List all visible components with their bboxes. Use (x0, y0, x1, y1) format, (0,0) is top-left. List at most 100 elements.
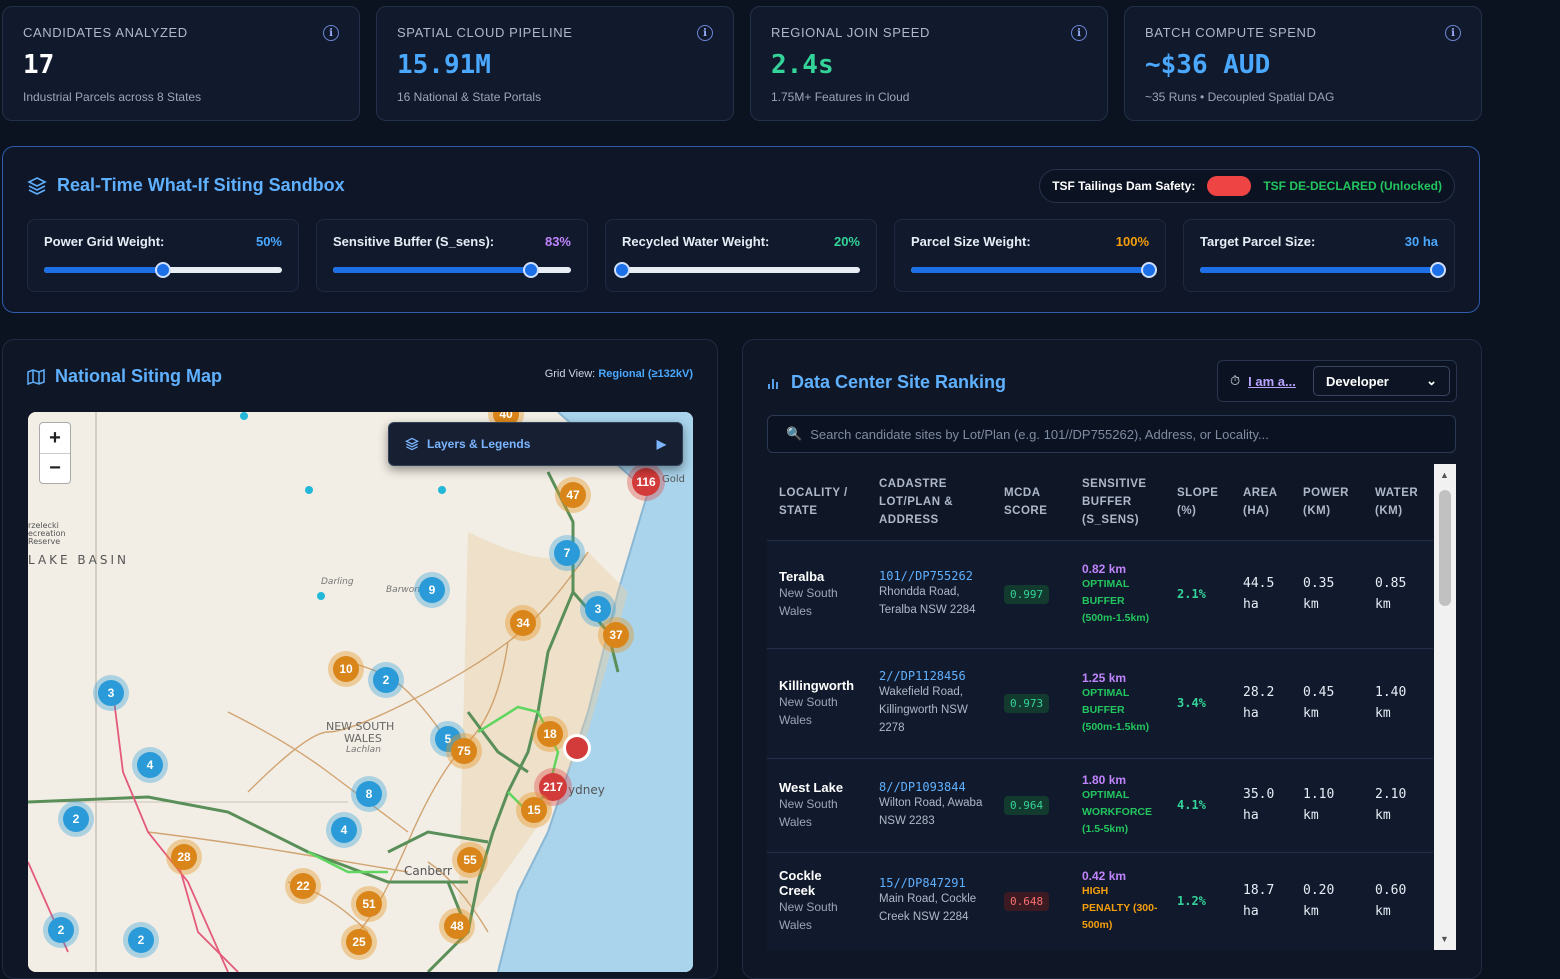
map-cluster[interactable]: 3 (585, 596, 611, 622)
map-cluster[interactable]: 2 (63, 806, 89, 832)
slider-track[interactable] (333, 262, 571, 278)
column-header[interactable]: AREA (HA) (1231, 464, 1291, 541)
what-if-sandbox: Real-Time What-If Siting Sandbox TSF Tai… (2, 146, 1480, 313)
role-prompt[interactable]: I am a... (1248, 373, 1296, 389)
score-cell: 0.648 (992, 852, 1070, 950)
role-dropdown[interactable]: Developer ⌄ (1313, 366, 1450, 396)
sandbox-title-text: Real-Time What-If Siting Sandbox (57, 175, 345, 195)
map-cluster[interactable]: 7 (554, 540, 580, 566)
map-cluster[interactable]: 9 (419, 577, 445, 603)
lot-plan-link[interactable]: 8//DP1093844 (879, 780, 966, 794)
slider-handle[interactable] (614, 262, 630, 278)
stat-value: ~$36 AUD (1145, 50, 1271, 80)
map-cluster[interactable]: 2 (373, 667, 399, 693)
info-icon[interactable]: i (1071, 25, 1087, 41)
map-cluster[interactable]: 3 (98, 680, 124, 706)
map-label-darling: Darling (321, 577, 354, 587)
column-header[interactable]: SLOPE (%) (1165, 464, 1231, 541)
water-cell: 2.10 km (1363, 758, 1433, 853)
siting-map[interactable]: LAKE BASIN NEW SOUTH WALES Darling Barwo… (28, 412, 693, 972)
table-row[interactable]: Killingworth New South Wales 2//DP1128456… (767, 648, 1433, 759)
map-cluster[interactable]: 10 (333, 656, 359, 682)
column-header[interactable]: LOCALITY / STATE (767, 464, 867, 541)
slider-handle[interactable] (522, 262, 539, 278)
lot-plan-link[interactable]: 101//DP755262 (879, 569, 973, 583)
slider-track[interactable] (44, 262, 282, 278)
slider-track[interactable] (614, 262, 860, 278)
table-row[interactable]: Teralba New South Wales 101//DP755262 Rhon… (767, 540, 1433, 649)
scroll-down-icon[interactable]: ▼ (1440, 934, 1449, 944)
scroll-up-icon[interactable]: ▲ (1440, 470, 1449, 480)
buffer-cell: 0.82 km OPTIMAL BUFFER (500m-1.5km) (1070, 540, 1165, 649)
weight-slider: Sensitive Buffer (S_sens): 83% (316, 219, 588, 292)
buffer-note: HIGH PENALTY (300-500m) (1082, 884, 1158, 931)
column-header[interactable]: MCDA SCORE (992, 464, 1070, 541)
table-row[interactable]: West Lake New South Wales 8//DP1093844 Wil… (767, 758, 1433, 853)
locality-name: Killingworth (779, 677, 855, 693)
tsf-label: TSF Tailings Dam Safety: (1052, 179, 1196, 193)
map-cluster[interactable]: 75 (451, 738, 477, 764)
site-search-input[interactable]: 🔍 Search candidate sites by Lot/Plan (e.… (767, 415, 1456, 453)
slider-track[interactable] (1200, 262, 1446, 278)
map-label-reserve-2: ecreation (28, 529, 66, 538)
score-cell: 0.973 (992, 648, 1070, 759)
map-cluster[interactable]: 34 (510, 610, 536, 636)
stat-value: 17 (23, 50, 55, 80)
map-cluster[interactable]: 18 (537, 721, 563, 747)
info-icon[interactable]: i (1445, 25, 1461, 41)
map-cluster[interactable]: 51 (356, 891, 382, 917)
area-cell: 28.2 ha (1231, 648, 1291, 759)
map-cluster[interactable]: 2 (128, 927, 154, 953)
slope-cell: 2.1% (1165, 540, 1231, 649)
role-value: Developer (1326, 373, 1389, 389)
map-cluster[interactable]: 25 (346, 929, 372, 955)
map-cluster[interactable]: 37 (603, 622, 629, 648)
column-header[interactable]: CADASTRE LOT/PLAN & ADDRESS (867, 464, 992, 541)
column-header[interactable]: SENSITIVE BUFFER (S_SENS) (1070, 464, 1165, 541)
lot-plan-link[interactable]: 2//DP1128456 (879, 669, 966, 683)
column-header[interactable]: POWER (KM) (1291, 464, 1363, 541)
map-cluster[interactable]: 47 (560, 482, 586, 508)
map-cluster[interactable]: 48 (444, 913, 470, 939)
water-cell: 0.60 km (1363, 852, 1433, 950)
slider-value: 100% (1115, 234, 1149, 249)
map-cluster[interactable]: 4 (331, 817, 357, 843)
map-point[interactable] (305, 486, 313, 494)
map-cluster[interactable]: 22 (290, 873, 316, 899)
slider-handle[interactable] (1430, 262, 1446, 278)
map-cluster[interactable]: 55 (457, 847, 483, 873)
slider-handle[interactable] (1141, 262, 1157, 278)
mcda-score-badge: 0.997 (1004, 584, 1050, 604)
scrollbar-thumb[interactable] (1439, 490, 1451, 606)
column-header[interactable]: WATER (KM) (1363, 464, 1433, 541)
layers-icon (405, 437, 419, 451)
map-cluster[interactable]: 28 (171, 844, 197, 870)
lot-plan-link[interactable]: 15//DP847291 (879, 876, 966, 890)
table-scrollbar[interactable]: ▲ ▼ (1434, 464, 1456, 950)
ranking-title: Data Center Site Ranking (767, 372, 1006, 393)
zoom-in-button[interactable]: + (49, 426, 61, 449)
zoom-control: + − (39, 422, 71, 484)
map-cluster[interactable]: 15 (521, 797, 547, 823)
map-point[interactable] (438, 486, 446, 494)
grid-view-value[interactable]: Regional (≥132kV) (598, 368, 693, 380)
map-cluster[interactable]: 2 (48, 917, 74, 943)
tsf-toggle[interactable] (1207, 176, 1252, 196)
map-point[interactable] (317, 592, 325, 600)
slider-handle[interactable] (155, 262, 171, 278)
map-cluster[interactable]: 217 (539, 773, 567, 801)
stopwatch-icon: ⏱ (1230, 373, 1241, 388)
slider-track[interactable] (911, 262, 1157, 278)
site-marker[interactable] (566, 737, 588, 759)
map-point[interactable] (240, 412, 248, 420)
zoom-out-button[interactable]: − (40, 453, 70, 483)
locality-state: New South Wales (779, 585, 838, 618)
info-icon[interactable]: i (697, 25, 713, 41)
table-row[interactable]: Cockle Creek New South Wales 15//DP847291… (767, 852, 1433, 950)
map-cluster[interactable]: 116 (632, 468, 660, 496)
ranking-title-text: Data Center Site Ranking (791, 372, 1007, 392)
map-cluster[interactable]: 4 (137, 752, 163, 778)
map-cluster[interactable]: 8 (356, 781, 382, 807)
info-icon[interactable]: i (323, 25, 339, 41)
layers-legends-button[interactable]: Layers & Legends ▶ (388, 422, 683, 466)
